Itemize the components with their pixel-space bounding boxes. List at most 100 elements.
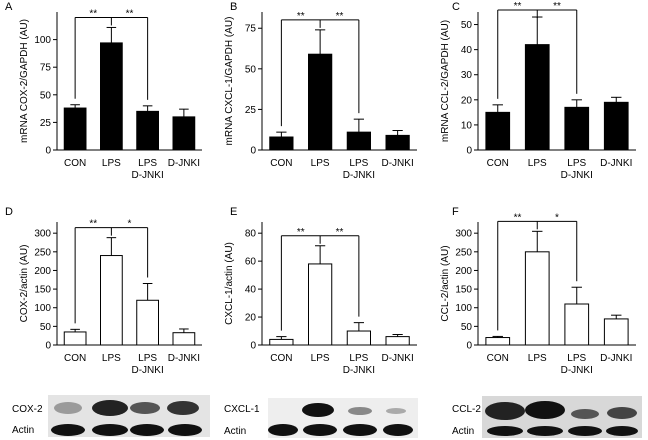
x-tick-label: D-JNKI — [561, 170, 593, 181]
bar — [172, 332, 196, 346]
blot-label: CCL-2 — [452, 404, 481, 415]
bar — [136, 299, 159, 346]
blot-band — [92, 424, 128, 436]
significance: ** — [336, 227, 344, 238]
bar — [524, 251, 550, 346]
x-tick-label: CON — [64, 353, 86, 364]
y-tick-label: 10 — [461, 120, 473, 131]
significance: ** — [297, 227, 305, 238]
significance: ** — [514, 212, 522, 223]
x-tick-label: LPS — [528, 158, 547, 169]
blot-band — [130, 424, 164, 436]
bar — [524, 44, 550, 151]
y-axis-label: CXCL-1/actin (AU) — [224, 242, 235, 325]
y-tick-label: 200 — [34, 266, 51, 277]
x-tick-label: LPS — [528, 353, 547, 364]
panel-label: B — [230, 1, 237, 13]
x-tick-label: LPS — [311, 158, 330, 169]
bar — [136, 110, 159, 151]
y-tick-label: 40 — [245, 285, 257, 296]
y-tick-label: 0 — [466, 341, 472, 352]
significance: ** — [126, 8, 134, 19]
y-tick-label: 50 — [40, 322, 52, 333]
blot-band — [303, 424, 337, 436]
y-tick-label: 60 — [245, 257, 257, 268]
y-tick-label: 200 — [455, 266, 472, 277]
x-tick-label: D-JNKI — [382, 353, 414, 364]
y-tick-label: 250 — [455, 247, 472, 258]
bar — [308, 53, 333, 151]
bar — [63, 107, 87, 151]
y-tick-label: 75 — [245, 24, 257, 35]
x-tick-label: D-JNKI — [132, 365, 164, 376]
x-tick-label: D-JNKI — [168, 158, 200, 169]
x-tick-label: LPS — [567, 158, 586, 169]
blot-label: Actin — [452, 426, 474, 437]
x-tick-label: CON — [270, 353, 292, 364]
bar — [603, 318, 629, 346]
x-tick-label: CON — [487, 353, 509, 364]
x-tick-label: D-JNKI — [343, 365, 375, 376]
significance: ** — [336, 11, 344, 22]
blot-band — [92, 400, 128, 416]
blot-band — [343, 424, 377, 436]
x-tick-label: D-JNKI — [382, 158, 414, 169]
blot-band — [525, 401, 565, 419]
x-tick-label: LPS — [349, 158, 368, 169]
x-tick-label: D-JNKI — [561, 365, 593, 376]
x-tick-label: D-JNKI — [132, 170, 164, 181]
bar — [63, 331, 87, 346]
y-axis-label: mRNA CCL-2/GAPDH (AU) — [440, 20, 451, 142]
blot-images — [48, 395, 642, 438]
y-tick-label: 0 — [250, 341, 256, 352]
blot-band — [268, 424, 298, 436]
y-tick-label: 0 — [45, 146, 51, 157]
x-tick-label: D-JNKI — [168, 353, 200, 364]
y-tick-label: 50 — [461, 322, 473, 333]
y-tick-label: 100 — [34, 35, 51, 46]
blot-band — [51, 424, 85, 436]
blot-band — [167, 401, 199, 415]
x-tick-label: LPS — [102, 353, 121, 364]
blot-band — [168, 424, 202, 436]
x-tick-label: D-JNKI — [600, 353, 632, 364]
bar — [385, 336, 410, 346]
y-tick-label: 0 — [45, 341, 51, 352]
y-tick-label: 300 — [34, 229, 51, 240]
x-tick-label: LPS — [311, 353, 330, 364]
bar — [485, 111, 511, 151]
y-tick-label: 25 — [40, 118, 52, 129]
blot-label: Actin — [12, 425, 34, 436]
bar — [346, 330, 371, 346]
significance: ** — [297, 11, 305, 22]
bar — [564, 106, 590, 151]
x-tick-label: LPS — [138, 353, 157, 364]
x-tick-label: LPS — [138, 158, 157, 169]
y-axis-label: mRNA COX-2/GAPDH (AU) — [19, 19, 30, 143]
blot-band — [348, 407, 372, 415]
significance: ** — [514, 1, 522, 12]
blot-label: COX-2 — [12, 404, 43, 415]
y-axis-label: CCL-2/actin (AU) — [440, 245, 451, 321]
x-tick-label: LPS — [567, 353, 586, 364]
bar — [308, 263, 333, 346]
y-axis-label: mRNA CXCL-1/GAPDH (AU) — [224, 17, 235, 146]
y-tick-label: 250 — [34, 247, 51, 258]
bar — [346, 131, 371, 151]
panel-label: A — [5, 1, 13, 13]
blot-label: Actin — [224, 426, 246, 437]
y-tick-label: 80 — [245, 229, 257, 240]
panel-label: F — [452, 206, 459, 218]
blot-band — [383, 424, 413, 436]
panel-label: D — [5, 206, 13, 218]
y-tick-label: 100 — [455, 303, 472, 314]
blot-label: CXCL-1 — [224, 404, 260, 415]
significance: ** — [553, 1, 561, 12]
y-tick-label: 25 — [245, 105, 257, 116]
x-tick-label: D-JNKI — [600, 158, 632, 169]
y-tick-label: 0 — [250, 146, 256, 157]
y-tick-label: 150 — [34, 285, 51, 296]
bar — [100, 255, 123, 346]
significance: * — [555, 212, 559, 223]
significance: ** — [89, 8, 97, 19]
